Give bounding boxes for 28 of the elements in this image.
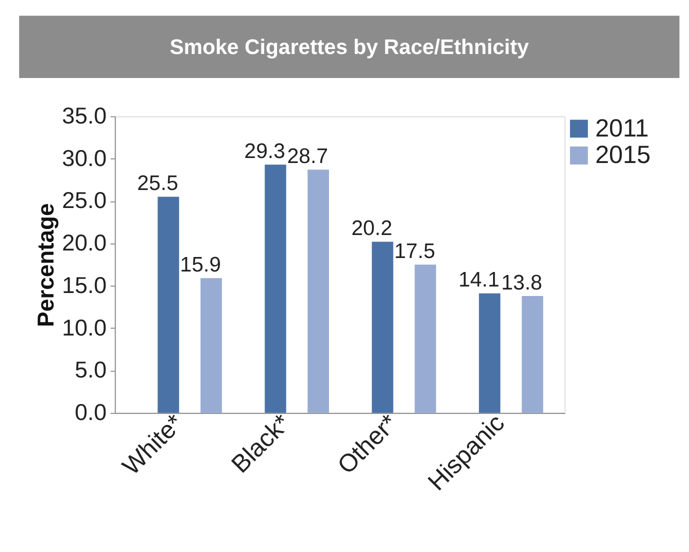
- bar: [414, 264, 436, 413]
- legend-label: 2015: [595, 141, 651, 170]
- data-label: 28.7: [287, 144, 328, 168]
- bar: [308, 170, 330, 413]
- y-tick-label: 15.0: [62, 272, 107, 298]
- data-label: 14.1: [458, 268, 500, 292]
- chart-title: Smoke Cigarettes by Race/Ethnicity: [170, 36, 530, 60]
- bar: [264, 164, 286, 413]
- bar: [372, 242, 394, 413]
- bar: [478, 293, 500, 413]
- y-tick-label: 5.0: [74, 356, 107, 383]
- data-label: 29.3: [244, 140, 286, 163]
- bar: [158, 196, 180, 413]
- data-label: 15.9: [180, 253, 221, 276]
- bar: [522, 296, 544, 413]
- data-label: 17.5: [394, 240, 436, 263]
- y-tick-label: 10.0: [62, 314, 107, 340]
- y-axis-title: Percentage: [32, 203, 58, 327]
- y-tick-label: 20.0: [62, 230, 107, 256]
- y-tick-label: 30.0: [62, 144, 107, 171]
- y-tick-label: 0.0: [74, 399, 107, 426]
- data-label: 13.8: [501, 271, 542, 294]
- y-tick-label: 35.0: [62, 102, 107, 128]
- bar: [200, 278, 222, 413]
- data-label: 25.5: [137, 172, 178, 196]
- legend-label: 2011: [595, 114, 649, 142]
- y-tick-label: 25.0: [62, 187, 107, 214]
- data-label: 20.2: [351, 217, 392, 240]
